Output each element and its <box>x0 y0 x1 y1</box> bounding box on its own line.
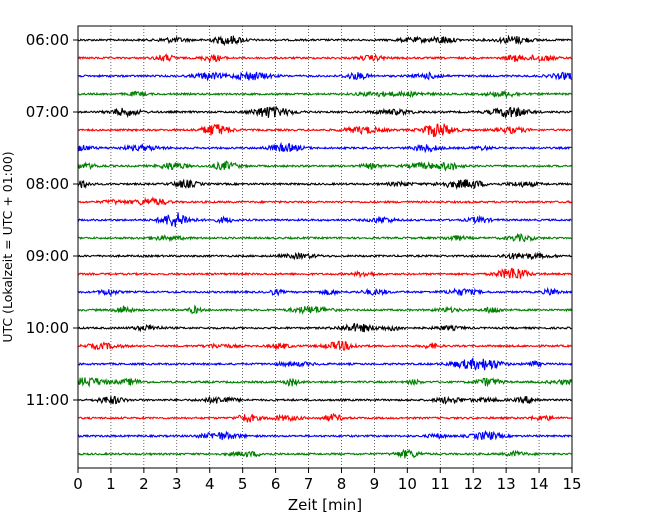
trace-line <box>77 448 572 459</box>
plot-frame <box>77 25 573 469</box>
trace-line <box>77 212 572 228</box>
y-tick-label: 08:00 <box>26 175 69 193</box>
trace-line <box>77 322 572 333</box>
y-tick-label: 06:00 <box>26 31 69 49</box>
plot-background <box>78 26 572 468</box>
trace-line <box>77 412 572 423</box>
trace-line <box>77 304 573 315</box>
trace-line <box>77 123 572 138</box>
trace-line <box>77 251 572 261</box>
x-tick-label: 4 <box>205 475 215 493</box>
trace-line <box>77 89 572 100</box>
trace-line <box>77 395 572 405</box>
x-tick-label: 5 <box>238 475 248 493</box>
y-tick-label: 09:00 <box>26 247 69 265</box>
y-axis-ticks: 06:00 07:00 08:00 09:00 10:00 11:00 <box>26 31 78 409</box>
trace-line <box>77 232 572 243</box>
x-tick-label: 2 <box>139 475 149 493</box>
x-tick-label: 11 <box>431 475 450 493</box>
x-tick-label: 3 <box>172 475 182 493</box>
trace-line <box>77 267 572 279</box>
x-tick-label: 15 <box>562 475 581 493</box>
x-tick-label: 9 <box>370 475 380 493</box>
y-axis-label: UTC (Lokalzeit = UTC + 01:00) <box>0 151 15 342</box>
trace-line <box>77 70 572 82</box>
trace-line <box>77 160 572 172</box>
x-axis-ticks: 0 1 2 3 4 5 6 7 8 9 10 11 12 13 14 15 <box>73 468 582 493</box>
x-tick-label: 7 <box>304 475 314 493</box>
trace-line <box>77 34 572 47</box>
trace-line <box>77 357 573 371</box>
x-tick-label: 14 <box>530 475 549 493</box>
x-tick-label: 13 <box>497 475 516 493</box>
trace-line <box>77 286 572 298</box>
y-tick-label: 07:00 <box>26 103 69 121</box>
trace-line <box>77 53 572 63</box>
x-tick-label: 12 <box>464 475 483 493</box>
trace-line <box>77 429 572 441</box>
trace-line <box>77 141 572 154</box>
trace-line <box>77 340 572 352</box>
trace-line <box>77 178 572 190</box>
y-tick-label: 11:00 <box>26 391 69 409</box>
trace-line <box>77 196 572 207</box>
x-tick-label: 1 <box>106 475 116 493</box>
trace-line <box>77 377 573 388</box>
x-tick-label: 10 <box>398 475 417 493</box>
y-tick-label: 10:00 <box>26 319 69 337</box>
x-tick-label: 8 <box>337 475 347 493</box>
trace-line <box>77 106 572 119</box>
x-tick-label: 0 <box>73 475 83 493</box>
seismic-traces <box>77 34 573 459</box>
x-axis-label: Zeit [min] <box>288 496 362 514</box>
x-tick-label: 6 <box>271 475 281 493</box>
